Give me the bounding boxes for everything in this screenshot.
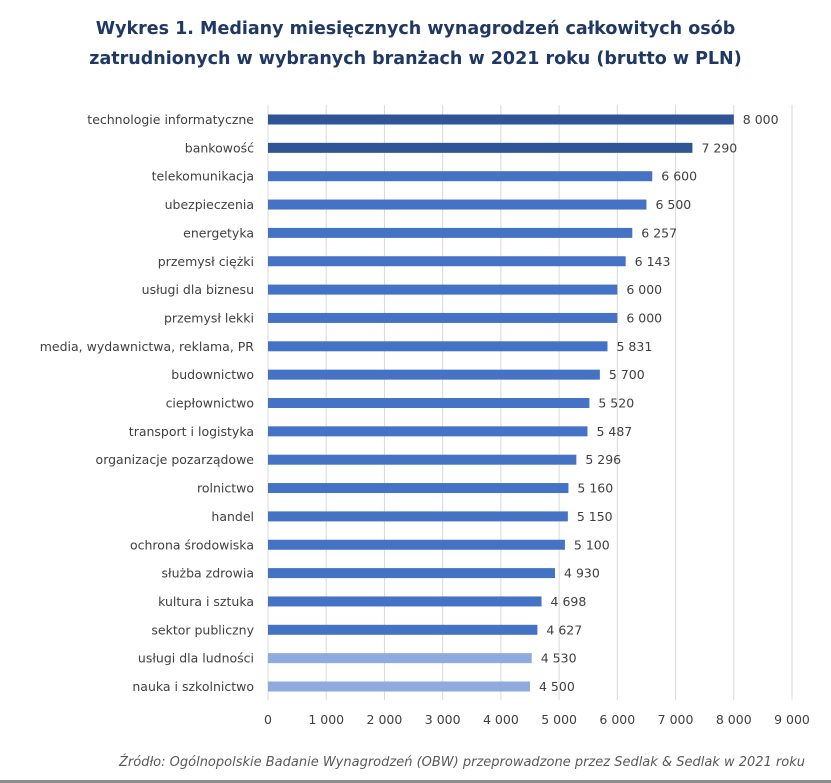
- data-label: 5 700: [609, 367, 645, 382]
- data-label: 7 290: [701, 140, 737, 155]
- bar: [268, 142, 693, 153]
- chart-title: Wykres 1. Mediany miesięcznych wynagrodz…: [0, 14, 831, 74]
- data-label: 4 627: [546, 622, 582, 637]
- bar: [268, 426, 588, 437]
- bar: [268, 681, 530, 692]
- data-label: 5 150: [577, 509, 613, 524]
- category-label: usługi dla ludności: [138, 651, 254, 666]
- data-label: 4 698: [551, 594, 587, 609]
- bar-chart: 0 1 000 2 000 3 000 4 000 5 000 6 000 7 000 8 00…: [40, 105, 810, 727]
- category-label: ubezpieczenia: [165, 197, 254, 212]
- x-tick-label: 4 000: [483, 712, 519, 727]
- x-tick-label: 9 000: [774, 712, 810, 727]
- data-label: 8 000: [743, 112, 779, 127]
- x-tick-label: 1 000: [308, 712, 344, 727]
- bar: [268, 398, 590, 408]
- bar: [268, 596, 542, 607]
- bar: [268, 341, 608, 352]
- bar: [268, 369, 600, 380]
- bar: [268, 114, 734, 125]
- chart-title-line-2: zatrudnionych w wybranych branżach w 202…: [89, 49, 742, 69]
- category-label: technologie informatyczne: [87, 112, 254, 127]
- category-label: telekomunikacja: [152, 169, 254, 184]
- data-label: 6 500: [655, 197, 691, 212]
- data-label: 5 160: [577, 481, 613, 496]
- category-label: służba zdrowia: [162, 566, 254, 581]
- category-label: kultura i sztuka: [158, 594, 254, 609]
- data-label: 4 930: [564, 566, 600, 581]
- category-label: nauka i szkolnictwo: [132, 679, 254, 694]
- category-label: bankowość: [185, 140, 254, 155]
- bar: [268, 539, 565, 550]
- bar: [268, 199, 647, 210]
- category-label: ochrona środowiska: [130, 537, 254, 552]
- bar: [268, 256, 626, 267]
- x-tick-label: 2 000: [367, 712, 403, 727]
- data-label: 6 143: [635, 254, 671, 269]
- data-label: 5 296: [585, 452, 621, 467]
- category-label: budownictwo: [171, 367, 254, 382]
- category-label: usługi dla biznesu: [142, 282, 254, 297]
- x-tick-label: 5 000: [541, 712, 577, 727]
- category-label: energetyka: [183, 225, 254, 240]
- bar: [268, 511, 568, 522]
- category-label: ciepłownictwo: [166, 396, 254, 411]
- data-label: 5 520: [598, 396, 634, 411]
- bar: [268, 312, 618, 323]
- x-tick-label: 7 000: [658, 712, 694, 727]
- category-label: handel: [211, 509, 254, 524]
- bar: [268, 483, 569, 494]
- data-label: 5 487: [596, 424, 632, 439]
- category-label: przemysł ciężki: [158, 254, 254, 269]
- category-label: transport i logistyka: [129, 424, 254, 439]
- category-label: rolnictwo: [197, 481, 254, 496]
- data-label: 6 000: [626, 310, 662, 325]
- category-label: media, wydawnictwa, reklama, PR: [40, 339, 255, 354]
- category-label: przemysł lekki: [164, 310, 254, 325]
- data-label: 5 100: [574, 537, 610, 552]
- x-tick-label: 0: [264, 712, 272, 727]
- bar: [268, 568, 556, 579]
- bar: [268, 284, 618, 295]
- x-tick-label: 3 000: [425, 712, 461, 727]
- bar: [268, 227, 633, 238]
- category-label: organizacje pozarządowe: [96, 452, 255, 467]
- bar: [268, 653, 532, 664]
- data-label: 4 530: [541, 651, 577, 666]
- data-label: 6 600: [661, 169, 697, 184]
- category-label: sektor publiczny: [151, 622, 254, 637]
- data-label: 6 257: [641, 225, 677, 240]
- bar: [268, 171, 653, 182]
- data-label: 5 831: [616, 339, 652, 354]
- x-tick-label: 6 000: [599, 712, 635, 727]
- bar: [268, 454, 577, 465]
- data-label: 6 000: [626, 282, 662, 297]
- source-note: Źródło: Ogólnopolskie Badanie Wynagrodze…: [118, 755, 805, 770]
- bar: [268, 624, 538, 635]
- chart-title-line-1: Wykres 1. Mediany miesięcznych wynagrodz…: [95, 19, 736, 39]
- data-label: 4 500: [539, 679, 575, 694]
- x-tick-label: 8 000: [716, 712, 752, 727]
- bottom-divider: [0, 780, 831, 783]
